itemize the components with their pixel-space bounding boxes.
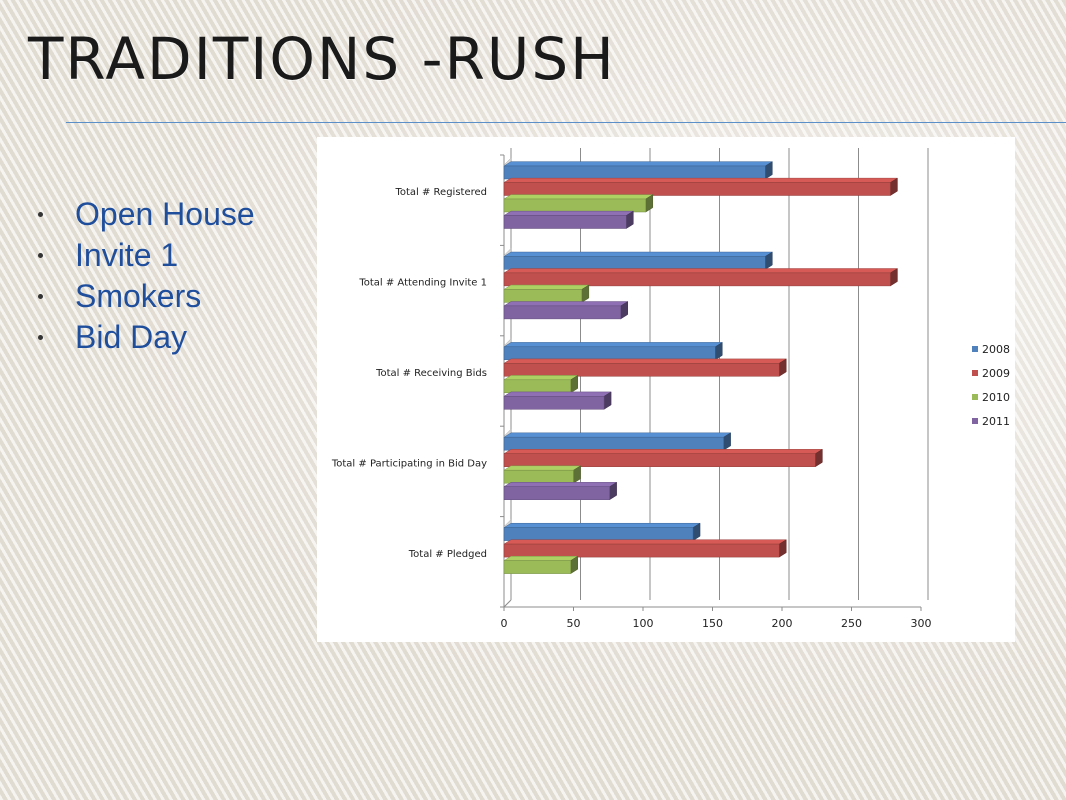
bar (503, 182, 891, 196)
bar (503, 305, 622, 320)
bar-top-face (503, 301, 629, 307)
bar-top-face (503, 539, 788, 545)
bar-top-face (503, 465, 582, 471)
bar-top-face (503, 555, 579, 561)
legend-swatch (972, 394, 978, 400)
bar-top-face (503, 284, 590, 290)
legend-label: 2010 (982, 391, 1010, 404)
bar (503, 543, 780, 558)
bar-top-face (503, 375, 579, 381)
bar-top-face (503, 449, 824, 454)
bar (503, 486, 610, 500)
category-label: Total # Registered (394, 187, 487, 198)
bar (503, 289, 583, 303)
bar (503, 363, 780, 377)
bar (503, 215, 627, 229)
bar (503, 560, 571, 574)
bullet-item: Smokers (38, 276, 255, 317)
x-tick-label: 100 (633, 617, 654, 630)
bar (503, 379, 571, 394)
bar (503, 453, 816, 467)
x-tick-label: 50 (567, 617, 581, 630)
bullet-text: Bid Day (75, 319, 188, 355)
bar-chart: 0 50 100 150 200 250 300 Total # Registered Tota… (331, 148, 1010, 630)
bar-top-face (503, 432, 732, 438)
bar-top-face (503, 161, 774, 167)
chart-panel: 0 50 100 150 200 250 300 Total # Registered Tota… (317, 137, 1015, 642)
bar (503, 469, 574, 484)
bar (503, 256, 766, 270)
bar (503, 165, 766, 180)
bullet-text: Open House (75, 196, 255, 232)
x-tick-label: 300 (911, 617, 932, 630)
slide-title: TRADITIONS -RUSH (28, 25, 616, 93)
bar-top-face (503, 268, 899, 274)
legend-swatch (972, 418, 978, 424)
bar-top-face (503, 194, 654, 200)
bar (503, 436, 724, 451)
legend-label: 2008 (982, 343, 1010, 356)
bar (503, 527, 694, 541)
category-label: Total # Pledged (408, 549, 487, 560)
x-tick-label: 0 (501, 617, 508, 630)
bar-top-face (503, 358, 788, 364)
bullet-dot-icon (38, 294, 43, 299)
x-tick-label: 150 (702, 617, 723, 630)
title-divider (66, 122, 1066, 123)
bar-top-face (503, 210, 635, 216)
bar-top-face (503, 522, 701, 528)
legend-label: 2011 (982, 415, 1010, 428)
bar (503, 346, 716, 361)
bullet-list: Open House Invite 1 Smokers Bid Day (38, 194, 255, 358)
category-label: Total # Participating in Bid Day (331, 458, 487, 469)
bar (503, 396, 605, 410)
legend-swatch (972, 370, 978, 376)
category-label: Total # Attending Invite 1 (358, 278, 487, 289)
bar-top-face (503, 251, 774, 257)
bullet-dot-icon (38, 335, 43, 340)
bullet-dot-icon (38, 212, 43, 217)
bar-top-face (503, 177, 899, 183)
bar (503, 198, 647, 213)
bar-top-face (503, 391, 612, 397)
x-tick-label: 200 (772, 617, 793, 630)
bar (503, 272, 891, 287)
bullet-text: Smokers (75, 278, 202, 314)
category-label: Total # Receiving Bids (375, 368, 487, 379)
bullet-text: Invite 1 (75, 237, 179, 273)
x-tick-label: 250 (841, 617, 862, 630)
legend-label: 2009 (982, 367, 1010, 380)
bullet-item: Invite 1 (38, 235, 255, 276)
bullet-dot-icon (38, 253, 43, 258)
bullet-item: Open House (38, 194, 255, 235)
legend-swatch (972, 346, 978, 352)
bar-top-face (503, 342, 724, 348)
bar-top-face (503, 482, 618, 487)
axis-depth-line (503, 599, 512, 608)
bullet-item: Bid Day (38, 317, 255, 358)
